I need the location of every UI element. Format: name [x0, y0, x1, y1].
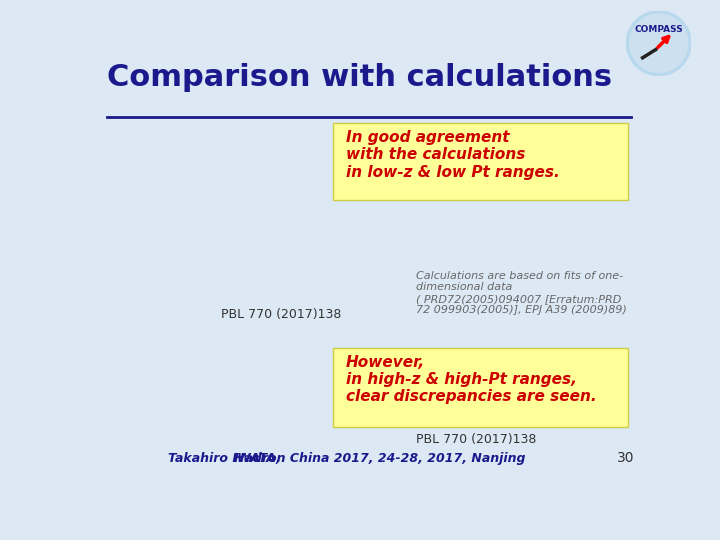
Circle shape: [629, 14, 688, 72]
Text: PBL 770 (2017)138: PBL 770 (2017)138: [416, 433, 537, 446]
FancyBboxPatch shape: [333, 123, 629, 200]
Text: Calculations are based on fits of one-
dimensional data
( PRD72(2005)094007 [Err: Calculations are based on fits of one- d…: [416, 271, 627, 315]
Text: Hadron China 2017, 24-28, 2017, Nanjing: Hadron China 2017, 24-28, 2017, Nanjing: [235, 452, 526, 465]
FancyBboxPatch shape: [333, 348, 629, 427]
Text: In good agreement
with the calculations
in low-z & low Pt ranges.: In good agreement with the calculations …: [346, 130, 559, 180]
Text: Takahiro IWATA,: Takahiro IWATA,: [168, 452, 281, 465]
Text: Comparison with calculations: Comparison with calculations: [107, 63, 612, 92]
Text: COMPASS: COMPASS: [634, 25, 683, 34]
Text: 30: 30: [616, 451, 634, 465]
Circle shape: [626, 11, 691, 76]
Text: PBL 770 (2017)138: PBL 770 (2017)138: [221, 308, 341, 321]
Text: However,
in high-z & high-Pt ranges,
clear discrepancies are seen.: However, in high-z & high-Pt ranges, cle…: [346, 355, 596, 404]
